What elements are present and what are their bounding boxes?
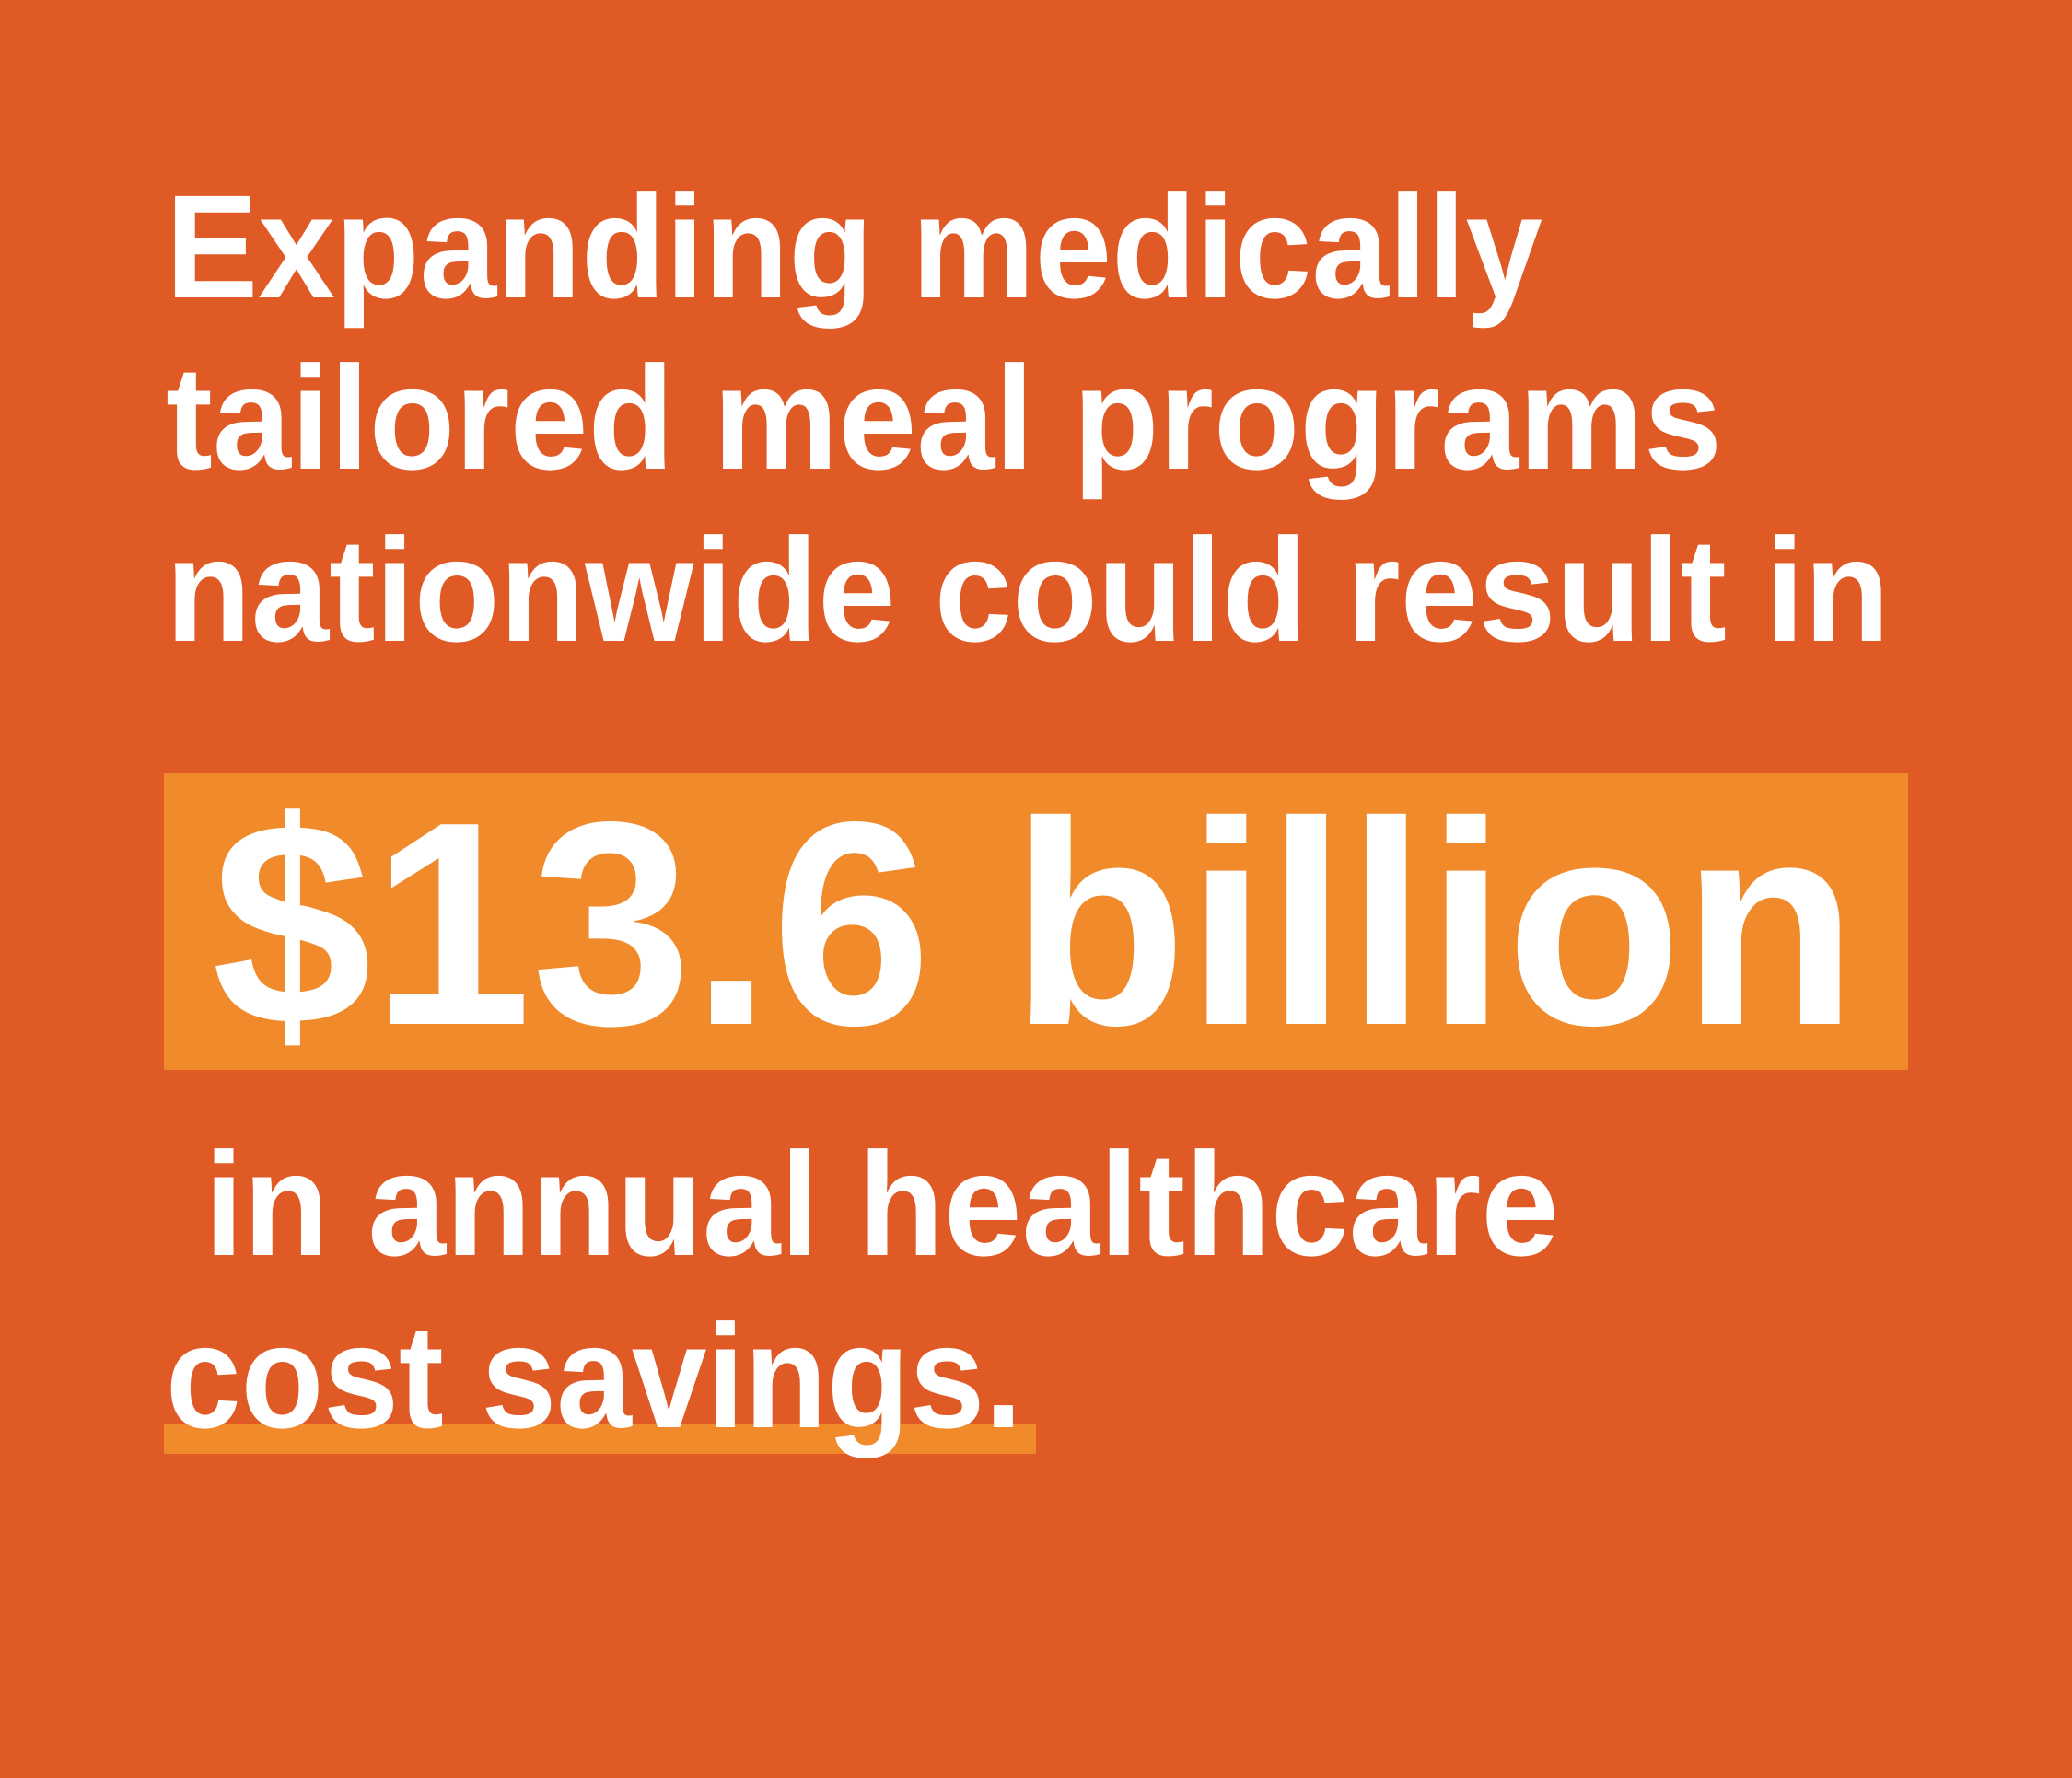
- highlight-amount: $13.6 billion: [212, 761, 1857, 1086]
- highlight-box: [164, 773, 1908, 1070]
- headline-line: nationwide could result in: [166, 507, 1890, 672]
- closing-line: in annual healthcare: [204, 1121, 1559, 1286]
- underline-bar: [164, 1424, 1036, 1454]
- headline-line: Expanding medically: [166, 164, 1542, 329]
- closing-line: cost savings.: [166, 1294, 1022, 1458]
- headline-line: tailored meal programs: [166, 335, 1722, 500]
